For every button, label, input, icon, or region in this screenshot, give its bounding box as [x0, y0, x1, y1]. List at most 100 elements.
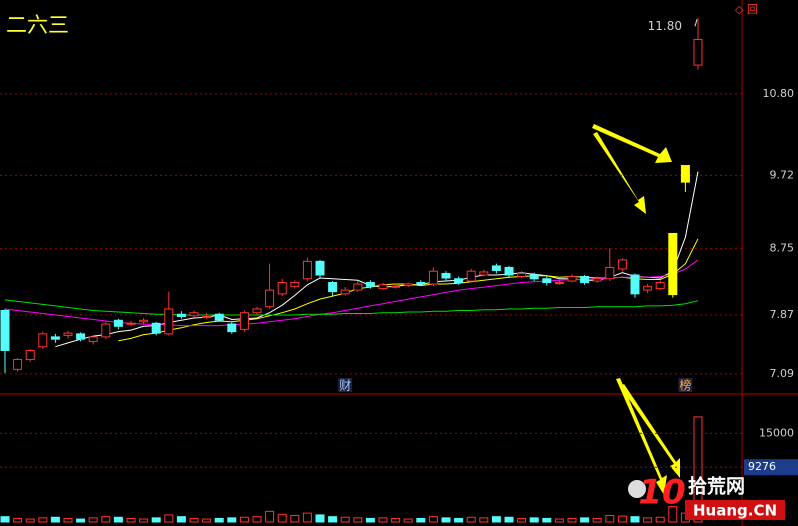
candle-body — [668, 232, 678, 296]
y-tick-label: 10.80 — [763, 87, 795, 100]
max-label: 11.80 — [648, 19, 682, 33]
candle-body — [202, 316, 212, 319]
candle-body — [391, 285, 401, 288]
volume-bar — [491, 516, 501, 523]
volume-bar — [504, 516, 514, 523]
candle-body — [542, 278, 552, 284]
volume-bar — [529, 517, 539, 523]
volume-bar — [630, 516, 640, 523]
candle-body — [151, 322, 161, 334]
volume-bar — [101, 516, 111, 523]
candle-body — [239, 312, 249, 330]
watermark-band — [685, 500, 785, 520]
cursor-value: 9276 — [748, 460, 776, 473]
candle-body — [63, 332, 73, 336]
candle-body — [567, 276, 577, 282]
candle-body — [353, 283, 363, 291]
plot: 10.80 9.72 8.75 7.87 7.09 11.80 财 榜 15000 9276 — [0, 18, 798, 523]
volume-bar — [592, 517, 602, 523]
volume-bar — [554, 518, 564, 523]
volume-bar — [428, 516, 438, 523]
watermark-logo: 10 — [638, 473, 685, 513]
volume-bar — [290, 515, 300, 523]
event-marker-box — [338, 378, 353, 392]
candle-body — [113, 319, 123, 327]
candle-body — [214, 313, 224, 321]
arrow — [616, 378, 667, 495]
candle-body — [441, 272, 451, 279]
volume-bar — [668, 506, 678, 523]
candle-body — [454, 278, 464, 284]
candle-body — [680, 165, 690, 183]
candle-body — [265, 289, 275, 308]
candle-body — [605, 266, 615, 280]
candle-body — [0, 309, 10, 351]
max-pointer — [694, 19, 698, 27]
volume-bar — [277, 513, 287, 523]
candle-body — [189, 312, 199, 317]
volume-bar — [239, 516, 249, 523]
volume-bar — [76, 518, 86, 523]
volume-bar — [416, 517, 426, 523]
candle-body — [277, 282, 287, 295]
volume-bar — [88, 517, 98, 523]
y-tick-label: 7.87 — [770, 308, 795, 321]
volume-bar — [63, 517, 73, 523]
candle-body — [655, 282, 665, 290]
candle-body — [252, 308, 262, 314]
volume-bar — [189, 517, 199, 523]
candle-body — [643, 285, 653, 291]
chart-title: 二六三 — [6, 13, 69, 37]
volume-bar — [567, 517, 577, 523]
volume-bar — [0, 516, 10, 523]
candle-body — [403, 283, 413, 287]
y-tick-label: 8.75 — [770, 242, 795, 255]
volume-bar — [378, 517, 388, 523]
candle-body — [38, 333, 48, 348]
volume-bar — [50, 516, 60, 523]
volume-bar — [214, 517, 224, 523]
event-marker: 榜 — [679, 378, 691, 393]
candle-body — [504, 266, 514, 276]
candle-body — [290, 282, 300, 287]
candle-body — [164, 308, 174, 335]
icon — [628, 480, 646, 498]
volume-bar — [265, 510, 275, 523]
volume-bar — [403, 518, 413, 523]
candle-body — [428, 270, 438, 285]
candle-body — [554, 282, 564, 285]
volume-bar — [328, 516, 338, 523]
watermark: 10 拾荒网 Huang.CN — [628, 473, 785, 520]
volume-bar — [693, 416, 703, 523]
volume-bar — [391, 517, 401, 523]
candle-body — [227, 323, 237, 333]
ma-line — [4, 299, 699, 316]
volume-bar — [315, 514, 325, 523]
volume-bar — [655, 516, 665, 523]
volume-bar — [340, 516, 350, 523]
candle-body — [617, 259, 627, 270]
volume-bar — [151, 517, 161, 523]
volume-bar — [202, 518, 212, 523]
volume-bar — [617, 515, 627, 523]
candle-body — [340, 289, 350, 295]
candle-body — [517, 272, 527, 277]
volume-bar — [139, 518, 149, 523]
candle-body — [491, 265, 501, 271]
y-tick-label: 9.72 — [770, 168, 795, 181]
volume-bar — [517, 517, 527, 523]
candle-body — [139, 319, 149, 323]
volume-bar — [302, 512, 312, 523]
volume-bar — [479, 517, 489, 523]
arrow — [620, 384, 680, 478]
candle-body — [416, 282, 426, 285]
volume-bar — [164, 514, 174, 523]
candle-body — [328, 282, 338, 293]
candle-body — [693, 38, 703, 66]
event-marker: 财 — [339, 379, 351, 393]
volume-bar — [441, 517, 451, 523]
volume-bar — [365, 517, 375, 523]
volume-bar — [38, 517, 48, 523]
